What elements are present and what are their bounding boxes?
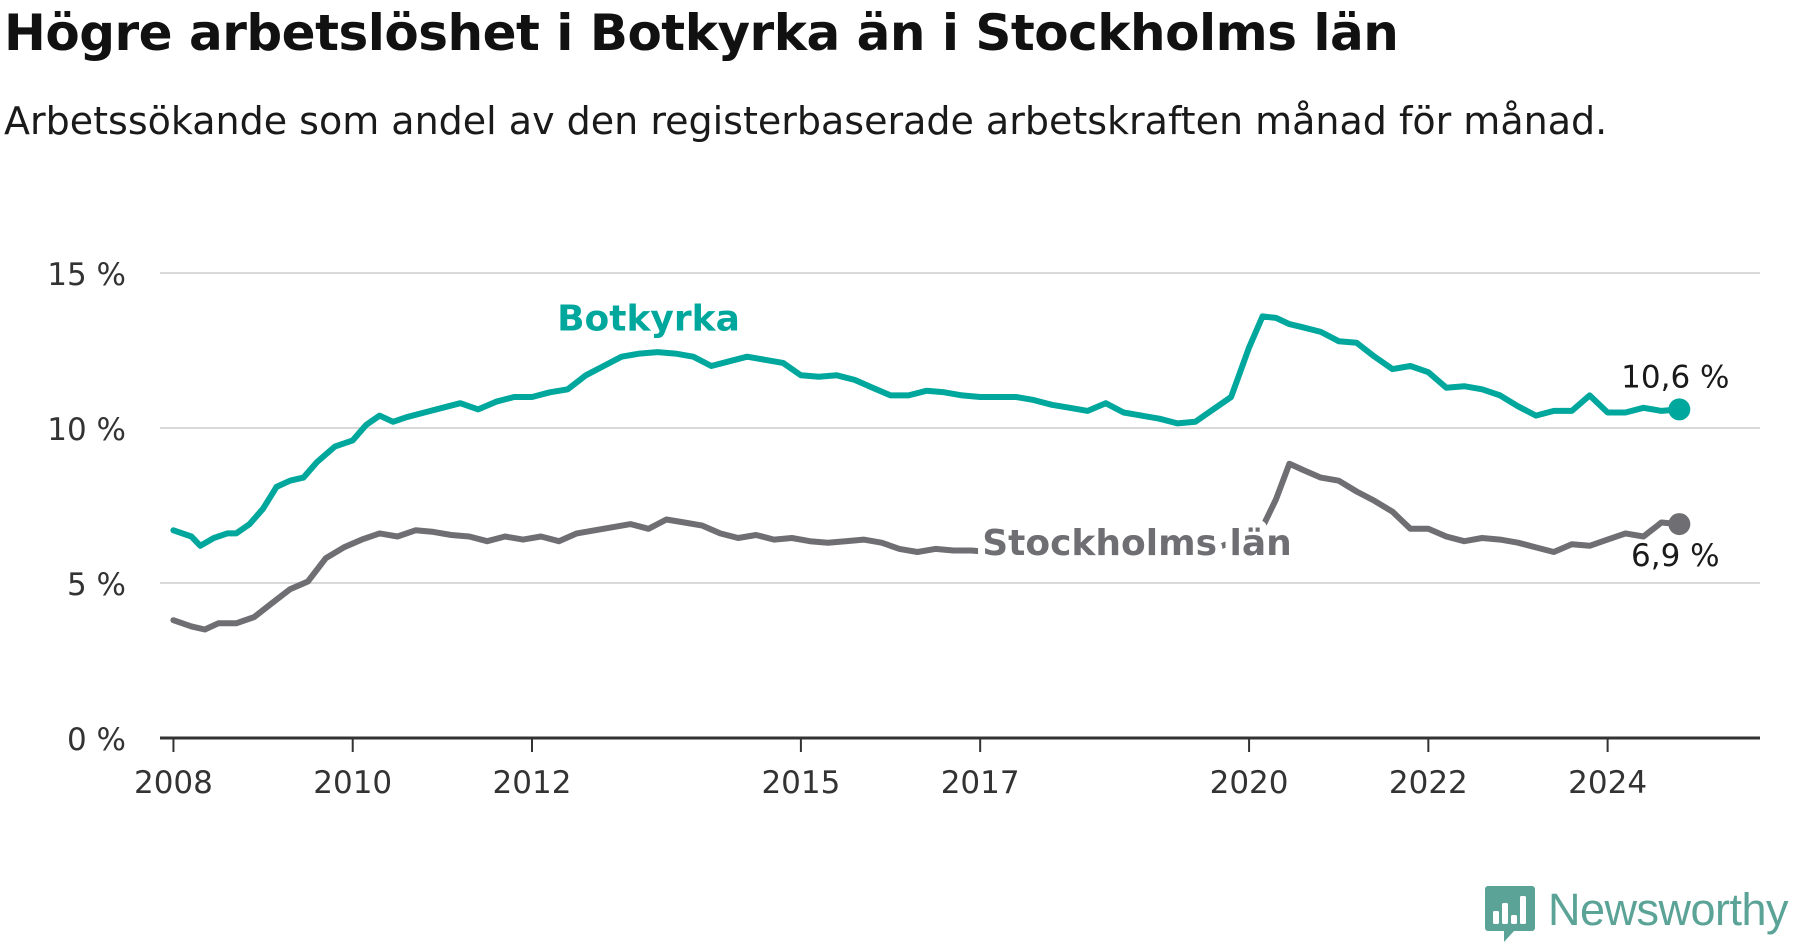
newsworthy-logo: Newsworthy xyxy=(1484,884,1789,942)
series-label-halo: Stockholms län xyxy=(982,523,1292,564)
y-tick-label: 15 % xyxy=(47,257,126,293)
y-tick-label: 5 % xyxy=(67,567,126,603)
end-value-label: 6,9 % xyxy=(1631,538,1720,574)
y-axis-ticks: 0 % 5 % 10 % 15 % xyxy=(47,257,126,758)
x-tick-label: 2020 xyxy=(1210,765,1289,801)
chart-bubble-icon xyxy=(1485,886,1535,942)
end-point-marker xyxy=(1668,398,1691,421)
series-name-label: Stockholms län xyxy=(982,523,1292,564)
series-label-halo: Botkyrka xyxy=(557,298,740,339)
chart-title: Högre arbetslöshet i Botkyrka än i Stock… xyxy=(4,4,1399,62)
x-tick-label: 2012 xyxy=(493,765,572,801)
x-tick-label: 2010 xyxy=(313,765,392,801)
x-tick-label: 2008 xyxy=(134,765,213,801)
x-tick-label: 2017 xyxy=(941,765,1020,801)
x-tick-label: 2024 xyxy=(1568,765,1647,801)
chart-subtitle: Arbetssökande som andel av den registerb… xyxy=(4,99,1608,143)
x-axis: 2008 2010 2012 2015 2017 2020 2022 2024 xyxy=(134,736,1760,801)
series-line-stockholms-län xyxy=(170,460,1683,633)
series-name-label: Botkyrka xyxy=(557,298,740,339)
end-value-label: 10,6 % xyxy=(1621,359,1729,395)
brand-name: Newsworthy xyxy=(1548,884,1789,935)
y-tick-label: 10 % xyxy=(47,412,126,448)
gridlines xyxy=(160,272,1760,584)
y-tick-label: 0 % xyxy=(67,722,126,758)
x-tick-label: 2015 xyxy=(761,765,840,801)
end-point-marker xyxy=(1668,513,1691,536)
series-line-botkyrka xyxy=(170,313,1683,549)
x-tick-label: 2022 xyxy=(1389,765,1468,801)
series-lines xyxy=(170,313,1691,633)
